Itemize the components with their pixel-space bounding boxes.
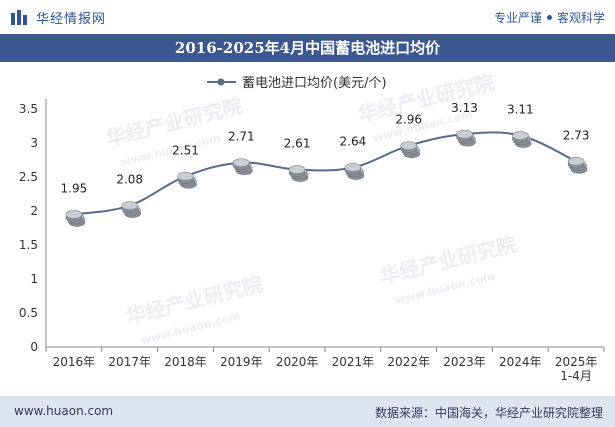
data-point <box>456 129 476 147</box>
data-point <box>511 131 532 148</box>
data-label: 2.61 <box>284 137 311 151</box>
x-tick-label: 2021年 <box>332 355 375 369</box>
data-point <box>400 141 421 159</box>
coin-icon <box>344 163 362 172</box>
coin-icon <box>288 165 306 174</box>
y-tick-label: 0.5 <box>19 306 38 320</box>
x-tick-label: 2017年 <box>108 355 151 369</box>
coin-icon <box>567 157 585 166</box>
data-label: 2.96 <box>395 113 422 127</box>
data-label: 3.11 <box>507 103 534 117</box>
data-point <box>288 165 309 182</box>
data-point <box>121 201 141 218</box>
data-label: 2.64 <box>340 134 367 148</box>
data-label: 2.08 <box>116 173 143 187</box>
x-tick-label: 2023年 <box>443 355 486 369</box>
y-tick-label: 1 <box>30 272 38 286</box>
x-tick-label: 2022年 <box>387 355 430 369</box>
y-tick-label: 0 <box>30 340 38 354</box>
x-tick-label: 2025年 1-4月 <box>555 355 598 383</box>
bullet-dot-icon <box>546 15 552 20</box>
series-line <box>73 131 577 216</box>
data-point <box>177 172 197 189</box>
y-tick-label: 3 <box>30 136 38 150</box>
data-label: 2.71 <box>228 130 255 144</box>
data-point <box>567 157 588 174</box>
data-label: 2.51 <box>172 143 199 157</box>
legend: 蓄电池进口均价(美元/个) <box>207 76 387 91</box>
data-label: 3.13 <box>451 101 478 115</box>
brand-logo-icon <box>11 9 27 25</box>
y-tick-label: 3.5 <box>19 102 38 116</box>
legend-marker-icon <box>217 78 225 86</box>
chart-title: 2016-2025年4月中国蓄电池进口均价 <box>174 39 441 57</box>
y-tick-label: 2 <box>30 204 38 218</box>
axes: 0 0.5 1 1.5 2 2.5 3 3.5 2016年 2017年 2018年 2019年 2020… <box>19 99 605 383</box>
data-label: 2.73 <box>563 128 590 142</box>
x-tick-label: 2020年 <box>276 355 319 369</box>
footer: www.huaon.com 数据来源：中国海关，华经产业研究院整理 <box>0 396 615 427</box>
coin-icon <box>400 141 418 151</box>
data-point <box>65 210 86 227</box>
y-tick-label: 1.5 <box>19 238 38 252</box>
coin-icon <box>456 129 473 139</box>
coin-icon <box>121 201 138 210</box>
series: 1.95 2.08 2.51 2.71 2.61 2.64 2.96 3.13 3.11 2.73 <box>61 101 590 227</box>
data-point <box>233 158 253 176</box>
slogan: 专业严谨 客观科学 <box>494 9 605 26</box>
brand[interactable]: 华经情报网 <box>10 8 106 27</box>
slogan-1: 专业严谨 <box>493 11 542 25</box>
x-tick-label: 2019年 <box>220 355 263 369</box>
slogan-2: 客观科学 <box>556 11 605 25</box>
legend-label: 蓄电池进口均价(美元/个) <box>242 76 387 91</box>
footer-source: 数据来源：中国海关，华经产业研究院整理 <box>374 406 603 420</box>
data-point <box>344 163 365 180</box>
title-bar: 2016-2025年4月中国蓄电池进口均价 <box>0 34 615 62</box>
x-tick-label: 2024年 <box>499 355 542 369</box>
chart: 华经产业研究院 www.huaon.com 华经产业研究院 www.huaon.… <box>19 70 605 383</box>
x-tick-label: 2016年 <box>53 355 96 369</box>
x-tick-label: 2018年 <box>164 355 207 369</box>
coin-icon <box>65 210 83 219</box>
data-label: 1.95 <box>61 181 88 195</box>
top-bar: 华经情报网 专业严谨 客观科学 <box>0 0 615 35</box>
coin-icon <box>511 131 529 140</box>
brand-name: 华经情报网 <box>36 12 107 27</box>
footer-website[interactable]: www.huaon.com <box>14 404 114 418</box>
coin-icon <box>177 172 194 181</box>
y-tick-label: 2.5 <box>19 170 38 184</box>
coin-icon <box>233 158 250 168</box>
